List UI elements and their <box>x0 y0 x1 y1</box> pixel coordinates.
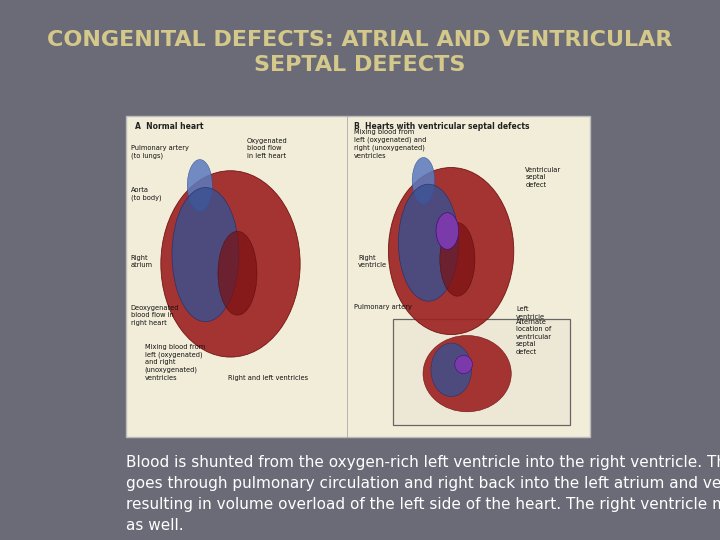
Text: Aorta
(to body): Aorta (to body) <box>130 187 161 201</box>
Text: Pulmonary artery: Pulmonary artery <box>354 304 411 310</box>
Text: Right
ventricle: Right ventricle <box>359 255 387 268</box>
Ellipse shape <box>440 222 475 296</box>
Bar <box>126 116 590 437</box>
Ellipse shape <box>218 231 257 315</box>
Ellipse shape <box>423 335 511 412</box>
Text: Right
atrium: Right atrium <box>130 255 153 268</box>
Text: A  Normal heart: A Normal heart <box>135 122 204 131</box>
Ellipse shape <box>431 343 472 396</box>
Text: Mixing blood from
left (oxygenated) and
right (unoxygenated)
ventricles: Mixing blood from left (oxygenated) and … <box>354 130 426 159</box>
Bar <box>393 319 570 424</box>
Ellipse shape <box>413 158 435 204</box>
Ellipse shape <box>388 167 514 335</box>
Text: CONGENITAL DEFECTS: ATRIAL AND VENTRICULAR: CONGENITAL DEFECTS: ATRIAL AND VENTRICUL… <box>48 30 672 50</box>
Ellipse shape <box>455 355 472 374</box>
Text: Right and left ventricles: Right and left ventricles <box>228 375 308 381</box>
Ellipse shape <box>398 184 459 301</box>
Text: Left
ventricie: Left ventricie <box>516 306 545 320</box>
Ellipse shape <box>436 213 459 249</box>
Ellipse shape <box>187 159 212 212</box>
Text: Oxygenated
blood flow
in left heart: Oxygenated blood flow in left heart <box>247 138 287 159</box>
Text: Alternate
location of
ventricular
septal
defect: Alternate location of ventricular septal… <box>516 319 552 355</box>
Text: Pulmonary artery
(to lungs): Pulmonary artery (to lungs) <box>130 145 189 159</box>
Text: Deoxygenated
blood flow in
right heart: Deoxygenated blood flow in right heart <box>130 305 179 326</box>
Ellipse shape <box>172 187 239 322</box>
Ellipse shape <box>161 171 300 357</box>
Text: Mixing blood from
left (oxygenated)
and right
(unoxygenated)
ventricles: Mixing blood from left (oxygenated) and … <box>145 343 204 381</box>
Text: Ventricular
septal
defect: Ventricular septal defect <box>526 167 562 188</box>
Text: SEPTAL DEFECTS: SEPTAL DEFECTS <box>254 55 466 75</box>
Text: B  Hearts with ventricular septal defects: B Hearts with ventricular septal defects <box>354 122 529 131</box>
Text: Blood is shunted from the oxygen-rich left ventricle into the right ventricle. T: Blood is shunted from the oxygen-rich le… <box>126 455 720 534</box>
